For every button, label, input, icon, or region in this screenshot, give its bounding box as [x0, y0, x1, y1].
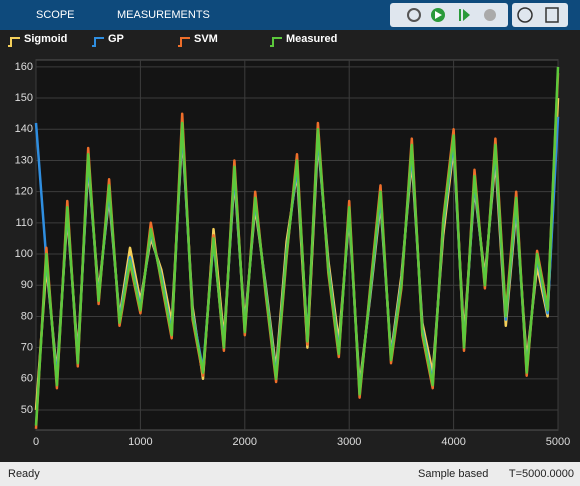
series-line [34, 66, 560, 426]
tab-measurements[interactable]: MEASUREMENTS [117, 9, 210, 21]
stop-icon[interactable] [484, 9, 496, 21]
y-tick-label: 150 [15, 92, 33, 104]
legend-label: SVM [194, 33, 218, 45]
status-mode: Sample based [418, 468, 488, 480]
legend-swatch [270, 37, 282, 47]
x-tick-label: 0 [33, 436, 39, 448]
lines [34, 66, 560, 429]
y-tick-label: 90 [21, 279, 33, 291]
y-tick-label: 100 [15, 248, 33, 260]
help-icon[interactable] [517, 7, 533, 23]
y-tick-label: 120 [15, 186, 33, 198]
help-controls [512, 3, 568, 27]
status-bar [0, 462, 580, 486]
legend-label: Measured [286, 33, 337, 45]
x-tick-label: 3000 [337, 436, 361, 448]
settings-icon[interactable] [407, 8, 421, 22]
x-tick-label: 5000 [546, 436, 570, 448]
y-tick-label: 140 [15, 123, 33, 135]
legend-label: GP [108, 33, 124, 45]
legend-swatch [178, 37, 190, 47]
step-icon[interactable] [459, 9, 470, 21]
status-time: T=5000.0000 [509, 468, 574, 480]
y-tick-label: 70 [21, 342, 33, 354]
x-tick-label: 4000 [441, 436, 465, 448]
legend-label: Sigmoid [24, 33, 67, 45]
status-text: Ready [8, 468, 40, 480]
run-controls [390, 3, 508, 27]
y-tick-label: 130 [15, 154, 33, 166]
x-tick-label: 2000 [233, 436, 257, 448]
run-glyph [435, 11, 442, 19]
grid: 50 60 70 80 90 100 110 120 130 140 150 160 0 1000 2000… [15, 60, 570, 448]
legend-swatch [8, 37, 20, 47]
x-tick-label: 1000 [128, 436, 152, 448]
legend-swatch [92, 37, 104, 47]
undock-icon[interactable] [545, 7, 559, 23]
legend: Sigmoid GP SVM Measured [8, 33, 337, 47]
y-tick-label: 110 [15, 217, 33, 229]
y-tick-label: 60 [21, 373, 33, 385]
tab-scope[interactable]: SCOPE [36, 9, 75, 21]
y-tick-label: 80 [21, 310, 33, 322]
y-tick-label: 160 [15, 61, 33, 73]
y-tick-label: 50 [21, 404, 33, 416]
